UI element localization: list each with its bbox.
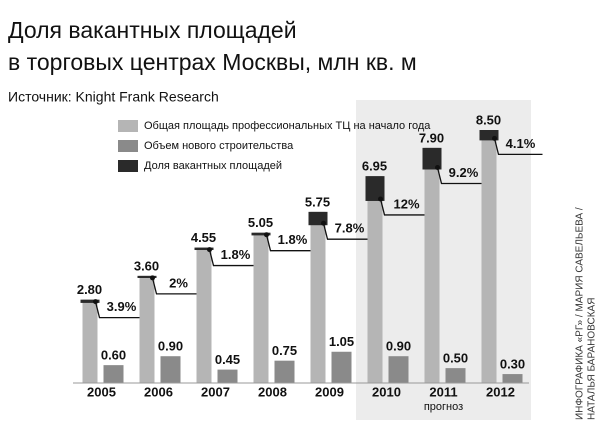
value-label: 0.60	[101, 348, 126, 363]
value-label: 4.55	[191, 230, 216, 245]
x-tick-label: 2006	[144, 384, 173, 399]
bar	[445, 368, 466, 383]
leader-line	[208, 249, 258, 267]
legend-label: Объем нового строительства	[144, 140, 294, 152]
vacancy-bar	[80, 299, 100, 303]
bar	[424, 147, 440, 383]
bar	[82, 299, 98, 383]
value-label: 5.05	[248, 215, 273, 230]
x-tick-label: 2005	[87, 384, 116, 399]
value-label: 0.30	[500, 357, 525, 372]
value-label: 12%	[393, 196, 419, 211]
bar	[367, 176, 383, 383]
bar	[331, 351, 352, 383]
forecast-shade	[356, 100, 531, 420]
value-label: 0.75	[272, 343, 297, 358]
leader-line	[265, 234, 315, 252]
leader-line	[151, 277, 201, 295]
credit-line: НАТАЛЬЯ БАРАНОВСКАЯ	[587, 298, 598, 420]
value-label: 2.80	[77, 282, 102, 297]
value-label: 0.45	[215, 352, 240, 367]
value-label: 0.90	[158, 339, 183, 354]
x-tick-label: 2011	[429, 384, 457, 399]
bar	[502, 374, 523, 383]
vacancy-bar	[251, 232, 271, 236]
leader-line	[322, 223, 372, 240]
x-tick-label: 2012	[486, 384, 515, 399]
leader-line	[436, 167, 486, 185]
vacancy-bar	[479, 130, 499, 141]
value-label: 5.75	[305, 194, 330, 209]
x-tick-label: 2009	[315, 384, 344, 399]
bar	[139, 275, 155, 383]
value-label: 1.05	[329, 334, 354, 349]
bar	[388, 356, 409, 383]
value-label: 6.95	[362, 159, 387, 174]
vacancy-bar	[194, 247, 214, 251]
bar	[310, 211, 326, 383]
vacancy-bar	[422, 147, 442, 170]
leader-line	[94, 301, 144, 319]
credit-line: ИНФОГРАФИКА «РГ» / МАРИЯ САВЕЛЬЕВА /	[575, 207, 586, 420]
leader-line	[379, 198, 429, 216]
legend-label: Общая площадь профессиональных ТЦ на нач…	[144, 120, 431, 132]
legend-swatch	[118, 160, 138, 172]
bar	[160, 356, 181, 383]
bar	[253, 232, 269, 383]
source: Источник: Knight Frank Research	[8, 89, 219, 105]
bar	[103, 365, 124, 383]
chart-title: в торговых центрах Москвы, млн кв. м	[8, 49, 417, 75]
leader-line	[493, 138, 543, 156]
credit: ИНФОГРАФИКА «РГ» / МАРИЯ САВЕЛЬЕВА / НАТА…	[575, 207, 598, 420]
value-label: 1.8%	[221, 247, 251, 262]
legend-swatch	[118, 140, 138, 152]
value-label: 2%	[169, 275, 188, 290]
value-label: 3.60	[134, 258, 159, 273]
x-tick-label: 2007	[201, 384, 230, 399]
legend-swatch	[118, 120, 138, 132]
value-label: 1.8%	[278, 232, 308, 247]
x-tick-label: 2010	[372, 384, 401, 399]
bar	[196, 247, 212, 383]
value-label: 4.1%	[506, 136, 536, 151]
value-label: 7.90	[419, 130, 444, 145]
x-tick-label: 2008	[258, 384, 287, 399]
value-label: 8.50	[476, 112, 501, 127]
bar	[481, 130, 497, 383]
vacancy-bar	[137, 275, 157, 278]
annotation: прогноз	[424, 401, 463, 413]
chart-title: Доля вакантных площадей	[8, 17, 297, 43]
value-label: 0.90	[386, 339, 411, 354]
bar	[217, 369, 238, 383]
value-label: 3.9%	[107, 299, 137, 314]
vacancy-bar	[365, 176, 385, 201]
value-label: 9.2%	[449, 165, 479, 180]
bar	[274, 360, 295, 383]
value-label: 7.8%	[335, 221, 365, 236]
value-label: 0.50	[443, 351, 468, 366]
legend-label: Доля вакантных площадей	[144, 160, 282, 172]
